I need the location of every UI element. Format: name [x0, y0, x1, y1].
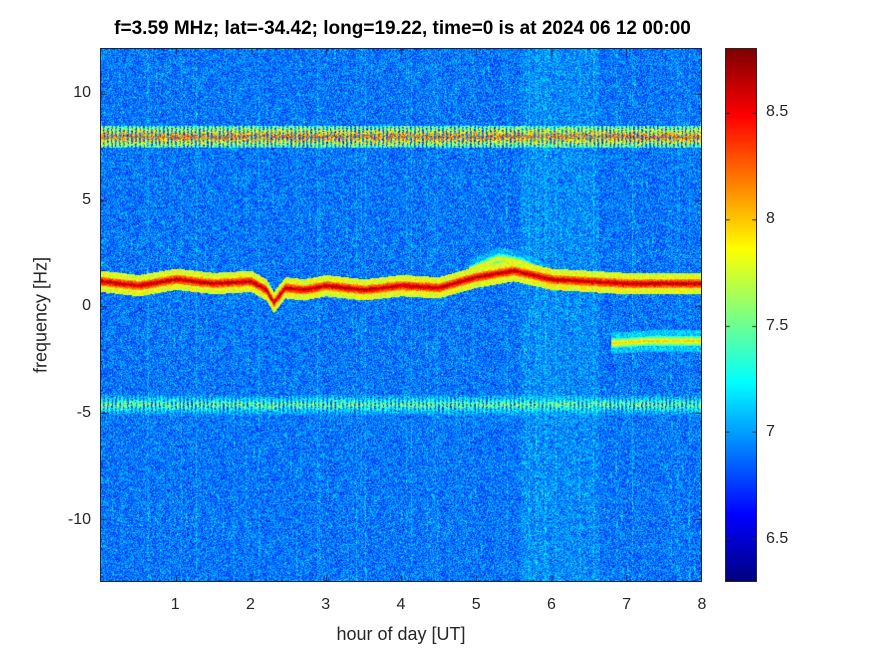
y-tick-label: 5 [82, 190, 91, 208]
y-tick-label: -5 [76, 404, 91, 422]
colorbar-tick-label: 8.5 [766, 103, 789, 121]
x-tick-label: 7 [622, 596, 632, 613]
spectrogram-plot [100, 48, 702, 582]
colorbar-gradient [726, 49, 756, 581]
y-tick-label: -10 [67, 511, 91, 529]
x-tick-label: 1 [170, 596, 180, 613]
chart-title: f=3.59 MHz; lat=-34.42; long=19.22, time… [114, 18, 691, 39]
colorbar [725, 48, 757, 582]
x-tick-label: 3 [321, 596, 331, 613]
colorbar-tick-label: 6.5 [766, 530, 789, 548]
y-tick-label: 0 [82, 297, 91, 315]
x-tick-label: 2 [246, 596, 255, 613]
y-axis-label: frequency [Hz] [30, 256, 51, 374]
colorbar-tick-label: 8 [766, 209, 775, 227]
x-tick-label: 6 [547, 596, 556, 613]
colorbar-tick-label: 7 [766, 423, 775, 441]
x-axis-label: hour of day [UT] [336, 624, 466, 644]
x-tick-label: 5 [471, 596, 481, 613]
colorbar-tick-label: 7.5 [766, 316, 789, 334]
y-tick-label: 10 [73, 83, 91, 101]
x-tick-label: 4 [396, 596, 406, 613]
spectrogram-image [101, 49, 701, 581]
x-tick-label: 8 [697, 596, 707, 613]
